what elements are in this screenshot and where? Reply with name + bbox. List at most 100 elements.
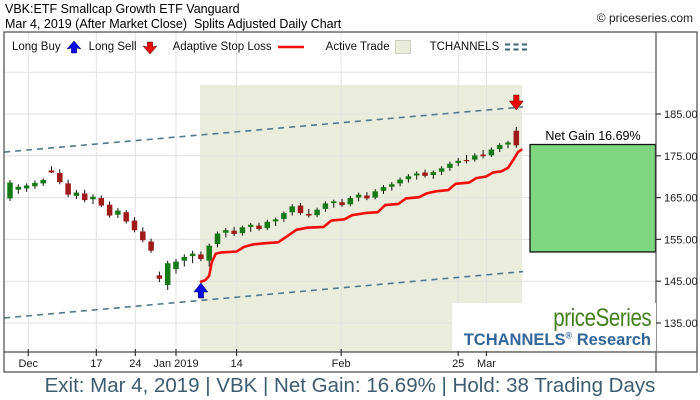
candle	[463, 159, 470, 162]
candle	[438, 168, 445, 172]
candle	[405, 176, 412, 180]
brand-priceseries: priceSeries	[552, 303, 651, 332]
net-gain-label: Net Gain 16.69%	[545, 129, 641, 143]
date-tick-label: Jan 2019	[153, 358, 198, 370]
stop-loss-line-icon	[277, 45, 304, 49]
candle	[496, 144, 503, 150]
candle	[65, 183, 71, 195]
candle	[198, 254, 204, 260]
legend-label-long-buy: Long Buy	[12, 41, 61, 53]
candle	[164, 263, 171, 285]
candle	[505, 142, 511, 145]
candle	[239, 227, 246, 234]
candle	[148, 241, 154, 251]
chart-subtitle: Mar 4, 2019 (After Market Close) Splits …	[5, 17, 342, 31]
legend-label-tchannels: TCHANNELS	[429, 41, 500, 53]
candle	[156, 275, 163, 279]
candle	[223, 230, 229, 233]
candle	[306, 213, 312, 216]
date-tick-label: Mar	[477, 358, 496, 370]
price-tick-label: 145.00	[664, 276, 698, 288]
price-tick-label: 185.00	[664, 109, 698, 121]
date-tick-label: Feb	[332, 358, 351, 370]
candle	[397, 179, 403, 184]
long-buy-marker-icon	[193, 282, 209, 299]
candle	[206, 245, 212, 261]
brand-tchannels-word: TCHANNELS	[463, 330, 566, 349]
price-tick-label: 155.00	[664, 234, 698, 246]
tchannel-lower-line	[4, 270, 524, 319]
candle	[98, 198, 105, 206]
date-tick-label: Dec	[18, 358, 38, 370]
chart-frame	[3, 31, 698, 373]
candle	[347, 198, 354, 205]
candle	[115, 210, 121, 215]
candle	[364, 195, 370, 199]
status-bar: Exit: Mar 4, 2019 | VBK | Net Gain: 16.6…	[44, 374, 656, 397]
candle	[15, 186, 22, 190]
candle	[281, 213, 287, 219]
chart-legend: Long Buy Long Sell Adaptive Stop Loss Ac…	[12, 38, 530, 56]
legend-label-long-sell: Long Sell	[88, 41, 137, 53]
candle	[256, 225, 262, 229]
candle	[57, 172, 63, 183]
legend-item-long-sell: Long Sell	[89, 40, 158, 55]
candle	[264, 221, 271, 229]
long-buy-arrow-icon	[65, 40, 82, 53]
candle	[472, 155, 478, 160]
candle	[372, 191, 378, 198]
brand-research-word: Research	[572, 330, 651, 349]
tchannel-upper-line	[4, 106, 524, 153]
date-tick-label: 25	[452, 358, 464, 370]
candle	[455, 160, 461, 163]
candle	[447, 163, 453, 168]
candle	[231, 230, 237, 234]
candle	[123, 212, 129, 222]
candle	[32, 182, 38, 187]
candle	[131, 220, 138, 231]
candle	[23, 185, 30, 189]
candle	[430, 172, 437, 176]
brand-block: priceSeries TCHANNELS® Research	[451, 302, 656, 351]
candle	[90, 196, 96, 200]
legend-item-adaptive-stop-loss: Adaptive Stop Loss	[173, 41, 305, 53]
candle	[380, 187, 387, 191]
candle	[40, 180, 46, 184]
price-tick-label: 175.00	[664, 151, 698, 163]
active-trade-swatch-icon	[394, 40, 411, 54]
candle	[480, 154, 486, 157]
candle	[173, 261, 179, 270]
legend-label-active-trade: Active Trade	[325, 41, 390, 53]
long-sell-arrow-icon	[141, 41, 158, 54]
candle	[247, 224, 254, 227]
candle	[289, 206, 295, 213]
brand-tchannels-research: TCHANNELS® Research	[463, 330, 651, 349]
candle	[422, 172, 428, 176]
date-tick-label: 14	[230, 358, 242, 370]
candle	[48, 170, 55, 173]
candle	[7, 182, 13, 199]
price-tick-label: 165.00	[664, 193, 698, 205]
price-tick-label: 135.00	[664, 318, 698, 330]
net-gain-box	[529, 143, 657, 253]
candle	[297, 205, 304, 214]
candle	[513, 130, 520, 146]
tchannel-dashes-icon	[505, 43, 530, 51]
legend-item-long-buy: Long Buy	[12, 40, 82, 55]
candle	[355, 194, 362, 198]
candle	[339, 202, 345, 206]
candle	[73, 192, 80, 196]
candle	[106, 204, 113, 216]
date-tick-label: 17	[90, 358, 102, 370]
candle	[322, 203, 329, 209]
page-title: VBK:ETF Smallcap Growth ETF Vanguard	[5, 2, 240, 16]
stop-loss-line	[199, 148, 523, 283]
long-sell-marker-icon	[508, 94, 524, 111]
candle	[181, 256, 188, 261]
candle	[330, 201, 337, 204]
candle	[488, 149, 495, 156]
registered-mark: ®	[565, 330, 573, 341]
candle	[214, 233, 221, 244]
candle	[140, 231, 146, 241]
